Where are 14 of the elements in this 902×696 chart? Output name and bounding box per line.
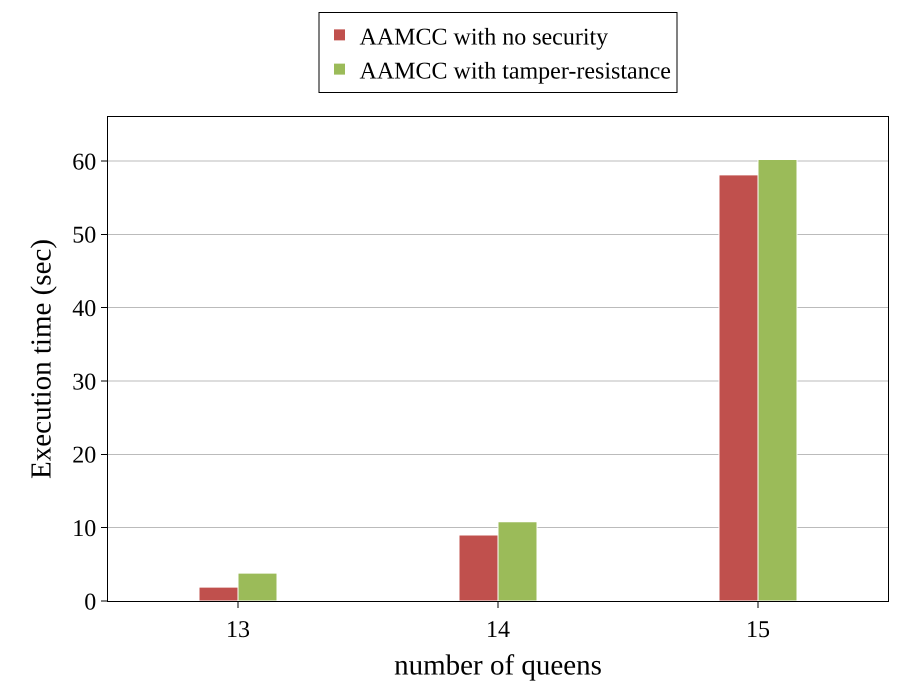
x-tick-label: 15 (746, 616, 770, 643)
x-tick-label: 13 (226, 616, 250, 643)
legend-label: AAMCC with tamper-resistance (360, 58, 671, 84)
legend-label: AAMCC with no security (360, 24, 608, 50)
y-tick-label: 0 (84, 589, 96, 616)
y-tick-label: 40 (72, 296, 96, 322)
x-tick-label: 14 (486, 616, 510, 643)
y-tick-label: 20 (72, 442, 96, 469)
y-axis-title: Execution time (sec) (26, 239, 58, 479)
y-tick-label: 50 (72, 222, 96, 249)
x-axis-title: number of queens (394, 650, 602, 682)
y-tick-label: 30 (72, 369, 96, 396)
y-tick-label: 10 (72, 516, 96, 542)
y-tick-label: 60 (72, 149, 96, 176)
